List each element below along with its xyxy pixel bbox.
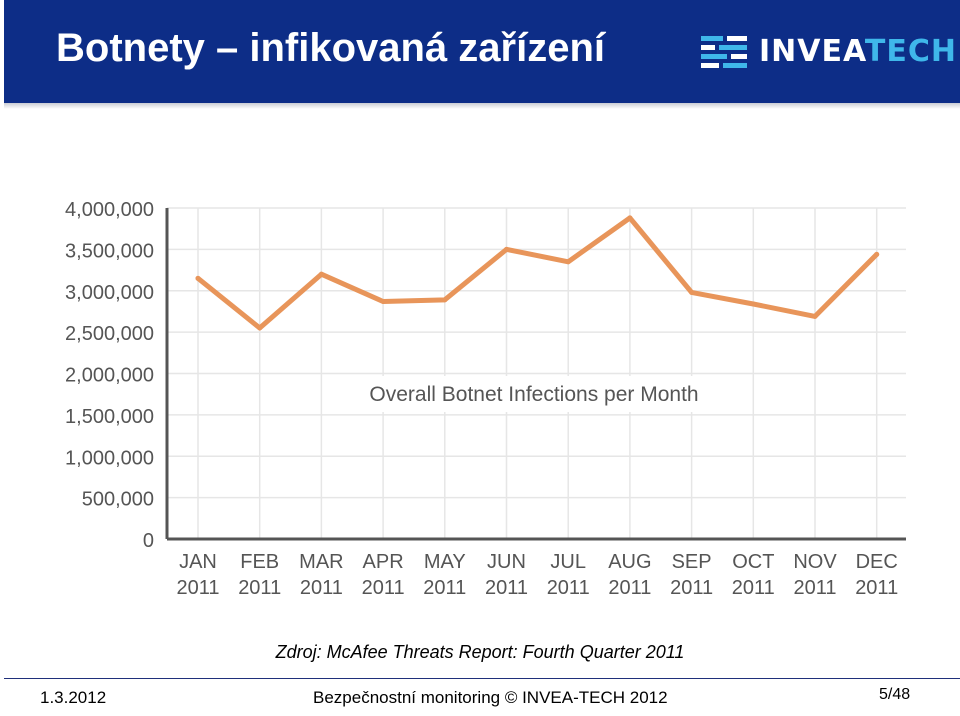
x-tick-label-year: 2011 <box>855 577 898 599</box>
data-point <box>750 301 756 307</box>
data-point <box>257 325 263 331</box>
logo-wordmark: INVEATECH <box>759 34 957 69</box>
x-tick-label-month: DEC <box>856 551 898 573</box>
data-point <box>627 215 633 221</box>
y-tick-label: 500,000 <box>82 489 154 511</box>
logo-part1: INVEA <box>759 34 865 69</box>
series-line <box>195 215 880 331</box>
x-tick-label-month: JAN <box>179 551 217 573</box>
y-tick-label: 3,500,000 <box>65 240 154 262</box>
footer-copyright: Bezpečnostní monitoring © INVEA-TECH 201… <box>313 688 668 707</box>
x-tick-label-year: 2011 <box>423 577 466 599</box>
x-tick-label-month: AUG <box>608 551 651 573</box>
y-tick-label: 0 <box>143 530 154 552</box>
x-tick-label-year: 2011 <box>732 577 775 599</box>
footer-divider <box>4 678 960 679</box>
data-point <box>318 271 324 277</box>
x-tick-label-month: SEP <box>672 551 712 573</box>
data-point <box>442 297 448 303</box>
x-tick-label-month: NOV <box>793 551 837 573</box>
data-point <box>565 259 571 265</box>
data-point <box>689 289 695 295</box>
y-tick-label: 2,500,000 <box>65 323 154 345</box>
y-tick-label: 1,500,000 <box>65 406 154 428</box>
y-tick-label: 4,000,000 <box>65 199 154 221</box>
data-point <box>380 299 386 305</box>
x-tick-label-year: 2011 <box>547 577 590 599</box>
data-point <box>812 313 818 319</box>
x-tick-label-month: MAR <box>299 551 343 573</box>
x-tick-label-month: FEB <box>240 551 279 573</box>
page-number: 5/48 <box>879 686 911 703</box>
x-tick-label-year: 2011 <box>362 577 405 599</box>
footer-date: 1.3.2012 <box>40 688 107 707</box>
series-polyline <box>195 215 880 331</box>
axis-labels: 0 500,000 1,000,000 1,500,000 2,000,000 2,500… <box>65 199 898 599</box>
logo-part2: TECH <box>864 34 957 69</box>
grid <box>167 207 906 539</box>
botnet-line-chart: Overall Botnet Infections per Month 0 500… <box>65 199 906 599</box>
y-tick-label: 3,000,000 <box>65 282 154 304</box>
chart-title: Overall Botnet Infections per Month <box>369 383 698 406</box>
y-tick-label: 2,000,000 <box>65 365 154 387</box>
x-tick-label-month: JUL <box>550 551 586 573</box>
x-tick-label-month: OCT <box>732 551 774 573</box>
data-point <box>874 251 880 257</box>
slide-header: Botnety – infikovaná zařízení INVEATECH <box>4 0 960 103</box>
x-tick-label-year: 2011 <box>608 577 651 599</box>
x-tick-label-year: 2011 <box>176 577 219 599</box>
axes <box>165 208 906 541</box>
x-tick-label-year: 2011 <box>485 577 528 599</box>
source-citation: Zdroj: McAfee Threats Report: Fourth Qua… <box>275 642 685 662</box>
header-divider <box>4 103 960 109</box>
x-tick-label-year: 2011 <box>793 577 836 599</box>
x-tick-label-year: 2011 <box>670 577 713 599</box>
x-tick-label-year: 2011 <box>300 577 343 599</box>
y-tick-label: 1,000,000 <box>65 447 154 469</box>
x-tick-label-month: JUN <box>487 551 526 573</box>
invea-tech-logo-icon <box>701 36 747 68</box>
x-tick-label-month: MAY <box>424 551 466 573</box>
slide-title: Botnety – infikovaná zařízení <box>56 26 606 70</box>
data-point <box>195 275 201 281</box>
company-logo: INVEATECH <box>701 34 956 70</box>
x-tick-label-month: APR <box>363 551 404 573</box>
chart-title-box <box>327 376 742 412</box>
x-tick-label-year: 2011 <box>238 577 281 599</box>
chart-title-group: Overall Botnet Infections per Month <box>327 376 742 412</box>
data-point <box>504 246 509 252</box>
